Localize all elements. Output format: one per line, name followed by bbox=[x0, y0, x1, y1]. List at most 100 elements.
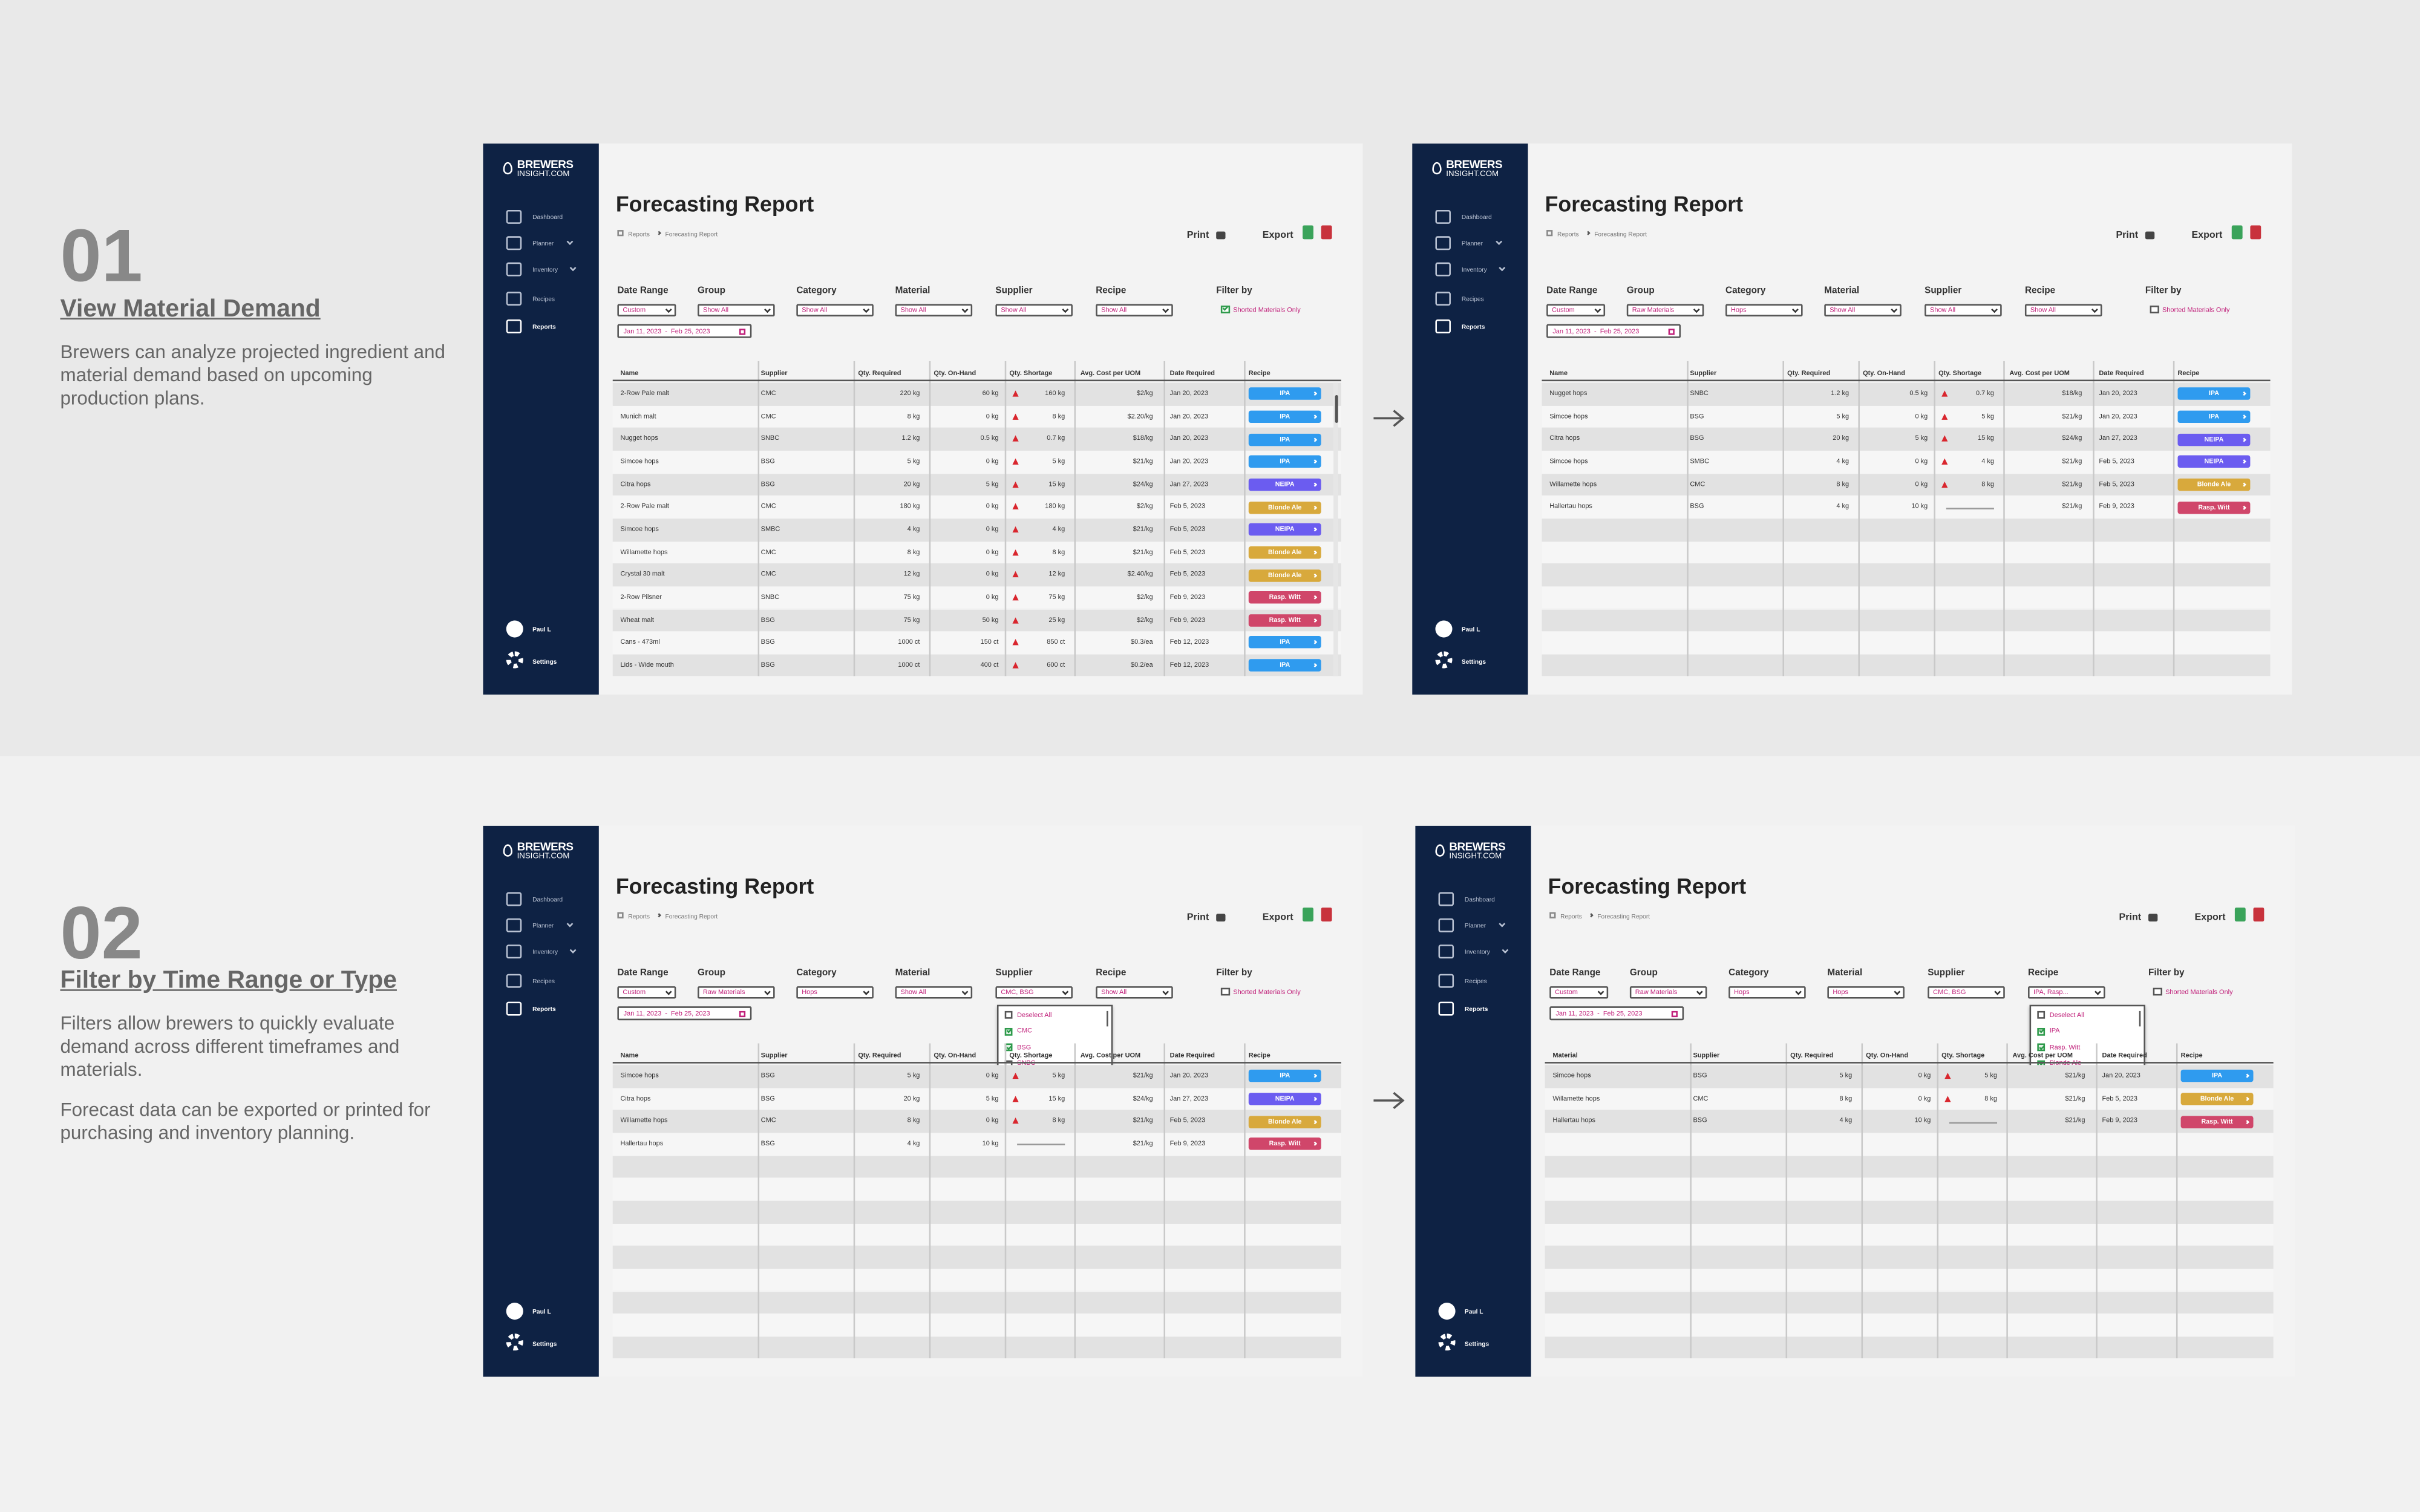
filter-select[interactable]: Show All bbox=[1096, 303, 1173, 316]
filter-select[interactable]: Show All bbox=[1925, 303, 2002, 316]
export-pdf-icon[interactable] bbox=[1321, 907, 1332, 921]
date-range-picker[interactable]: Jan 11, 2023 - Feb 25, 2023 bbox=[1546, 324, 1681, 338]
nav-item[interactable]: Planner bbox=[1464, 920, 1486, 929]
column-header[interactable]: Avg. Cost per UOM bbox=[1080, 368, 1141, 377]
filter-select[interactable]: Raw Materials bbox=[1629, 985, 1707, 998]
settings-link[interactable]: Settings bbox=[532, 656, 557, 665]
export-button[interactable]: Export bbox=[1262, 229, 1293, 240]
settings-link[interactable]: Settings bbox=[1464, 1339, 1490, 1347]
breadcrumb-link[interactable]: Reports bbox=[1560, 911, 1582, 920]
export-pdf-icon[interactable] bbox=[1321, 225, 1332, 240]
filter-select[interactable]: IPA, Rasp... bbox=[2028, 985, 2105, 998]
nav-item[interactable]: Inventory bbox=[1461, 264, 1487, 273]
filter-select[interactable]: Show All bbox=[2024, 303, 2102, 316]
recipe-tag[interactable]: Rasp. Witt bbox=[1248, 591, 1321, 604]
dropdown-option[interactable]: IPA bbox=[2049, 1027, 2060, 1035]
column-header[interactable]: Qty. On-Hand bbox=[934, 1051, 976, 1059]
dropdown-option[interactable]: BSG bbox=[1017, 1042, 1032, 1051]
nav-item[interactable]: Planner bbox=[532, 920, 554, 929]
dropdown-option[interactable]: Rasp. Witt bbox=[2049, 1042, 2081, 1051]
nav-item[interactable]: Dashboard bbox=[532, 212, 563, 220]
dropdown-option[interactable]: Deselect All bbox=[1017, 1010, 1052, 1019]
settings-link[interactable]: Settings bbox=[532, 1339, 557, 1347]
export-excel-icon[interactable] bbox=[1303, 907, 1313, 921]
recipe-tag[interactable]: NEIPA bbox=[1248, 478, 1321, 491]
nav-item[interactable]: Dashboard bbox=[1461, 212, 1492, 220]
filter-select[interactable]: Show All bbox=[995, 303, 1073, 316]
column-header[interactable]: Material bbox=[1552, 1051, 1578, 1059]
export-button[interactable]: Export bbox=[1262, 911, 1293, 923]
print-button[interactable]: Print bbox=[1186, 911, 1209, 923]
shorted-checkbox[interactable] bbox=[2150, 304, 2159, 313]
recipe-tag[interactable]: NEIPA bbox=[2177, 433, 2251, 446]
filter-select[interactable]: Hops bbox=[1725, 303, 1803, 316]
column-header[interactable]: Qty. Required bbox=[858, 1051, 901, 1059]
date-range-picker[interactable]: Jan 11, 2023 - Feb 25, 2023 bbox=[617, 1006, 752, 1021]
filter-select[interactable]: Show All bbox=[895, 303, 973, 316]
filter-select[interactable]: CMC, BSG bbox=[1928, 985, 2005, 998]
user-name[interactable]: Paul L bbox=[532, 625, 551, 633]
recipe-tag[interactable]: Rasp. Witt bbox=[2177, 500, 2251, 514]
column-header[interactable]: Date Required bbox=[1169, 1051, 1215, 1059]
recipe-tag[interactable]: Blonde Ale bbox=[1248, 546, 1321, 559]
export-pdf-icon[interactable] bbox=[2250, 225, 2261, 240]
column-header[interactable]: Supplier bbox=[760, 368, 788, 377]
column-header[interactable]: Date Required bbox=[2102, 1051, 2147, 1059]
dropdown-option[interactable]: Deselect All bbox=[2049, 1010, 2085, 1019]
filter-select[interactable]: Custom bbox=[617, 985, 676, 998]
filter-select[interactable]: Hops bbox=[1827, 985, 1905, 998]
option-checkbox[interactable] bbox=[2037, 1043, 2046, 1052]
recipe-tag[interactable]: IPA bbox=[1248, 1070, 1321, 1083]
column-header[interactable]: Qty. Required bbox=[1790, 1051, 1834, 1059]
column-header[interactable]: Qty. On-Hand bbox=[934, 368, 976, 377]
filter-select[interactable]: CMC, BSG bbox=[995, 985, 1073, 998]
recipe-tag[interactable]: IPA bbox=[2180, 1070, 2254, 1083]
export-button[interactable]: Export bbox=[2194, 911, 2226, 923]
shorted-checkbox[interactable] bbox=[1220, 987, 1229, 996]
nav-item[interactable]: Planner bbox=[532, 238, 554, 246]
recipe-tag[interactable]: Blonde Ale bbox=[1248, 569, 1321, 581]
date-range-picker[interactable]: Jan 11, 2023 - Feb 25, 2023 bbox=[617, 324, 752, 338]
nav-item[interactable]: Inventory bbox=[1464, 947, 1490, 955]
export-excel-icon[interactable] bbox=[1303, 225, 1313, 240]
breadcrumb-link[interactable]: Reports bbox=[1557, 229, 1579, 237]
column-header[interactable]: Supplier bbox=[1693, 1051, 1720, 1059]
column-header[interactable]: Recipe bbox=[1248, 368, 1270, 377]
nav-item[interactable]: Planner bbox=[1461, 238, 1483, 246]
recipe-tag[interactable]: IPA bbox=[2177, 388, 2251, 401]
nav-item[interactable]: Inventory bbox=[532, 947, 558, 955]
column-header[interactable]: Name bbox=[620, 368, 639, 377]
shorted-label[interactable]: Shorted Materials Only bbox=[1233, 987, 1301, 995]
breadcrumb-link[interactable]: Reports bbox=[628, 911, 650, 920]
filter-select[interactable]: Show All bbox=[796, 303, 874, 316]
column-header[interactable]: Qty. Required bbox=[1787, 368, 1831, 377]
column-header[interactable]: Qty. Shortage bbox=[1941, 1051, 1985, 1059]
date-range-picker[interactable]: Jan 11, 2023 - Feb 25, 2023 bbox=[1549, 1006, 1684, 1021]
nav-item[interactable]: Reports bbox=[1461, 321, 1485, 330]
column-header[interactable]: Supplier bbox=[760, 1051, 788, 1059]
column-header[interactable]: Qty. Shortage bbox=[1009, 1051, 1053, 1059]
recipe-tag[interactable]: IPA bbox=[1248, 659, 1321, 672]
export-excel-icon[interactable] bbox=[2234, 907, 2246, 921]
column-header[interactable]: Name bbox=[620, 1051, 639, 1059]
filter-select[interactable]: Custom bbox=[617, 303, 676, 316]
recipe-tag[interactable]: NEIPA bbox=[1248, 1092, 1321, 1105]
column-header[interactable]: Qty. On-Hand bbox=[1866, 1051, 1909, 1059]
filter-select[interactable]: Custom bbox=[1549, 985, 1609, 998]
recipe-tag[interactable]: IPA bbox=[2177, 410, 2251, 423]
column-header[interactable]: Date Required bbox=[1169, 368, 1215, 377]
option-checkbox[interactable] bbox=[1004, 1010, 1013, 1019]
recipe-tag[interactable]: NEIPA bbox=[2177, 456, 2251, 468]
column-header[interactable]: Avg. Cost per UOM bbox=[1080, 1051, 1141, 1059]
option-checkbox[interactable] bbox=[1004, 1027, 1013, 1035]
recipe-tag[interactable]: IPA bbox=[1248, 433, 1321, 446]
nav-item[interactable]: Inventory bbox=[532, 264, 558, 273]
filter-select[interactable]: Show All bbox=[1096, 985, 1173, 998]
shorted-label[interactable]: Shorted Materials Only bbox=[1233, 304, 1301, 313]
shorted-checkbox[interactable] bbox=[2153, 987, 2162, 996]
column-header[interactable]: Avg. Cost per UOM bbox=[2009, 368, 2070, 377]
shorted-checkbox[interactable] bbox=[1220, 304, 1229, 313]
recipe-tag[interactable]: Blonde Ale bbox=[1248, 1115, 1321, 1128]
export-pdf-icon[interactable] bbox=[2253, 907, 2265, 921]
recipe-tag[interactable]: NEIPA bbox=[1248, 523, 1321, 536]
